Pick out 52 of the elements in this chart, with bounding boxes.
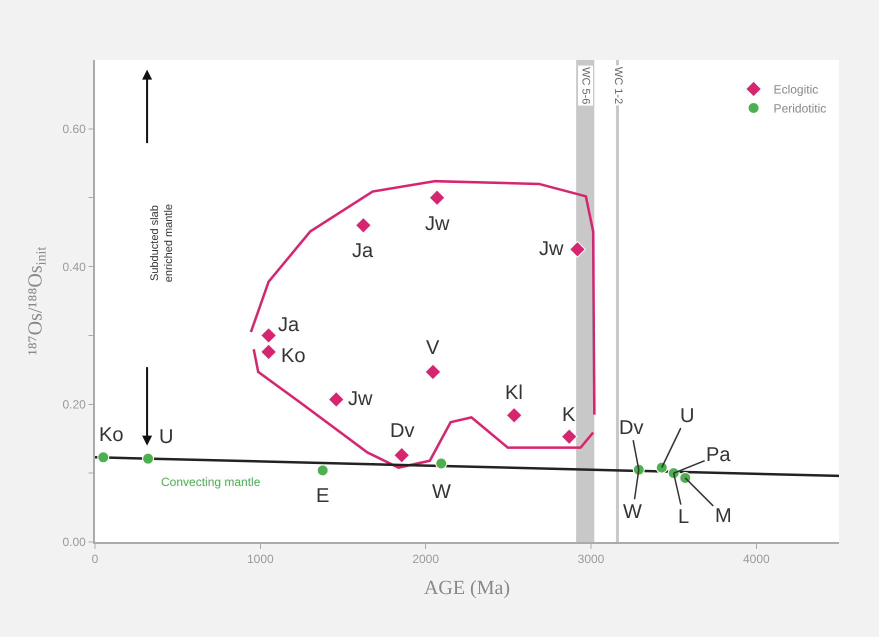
point (316, 464, 329, 476)
point (142, 452, 154, 465)
annotation: Subducted slab enriched mantle (148, 204, 176, 282)
y-tick-label: 0.60 (62, 122, 86, 136)
annotation: U (680, 405, 694, 427)
annotation: Ko (281, 345, 306, 367)
ref-line-label: WC 1-2 (612, 66, 624, 104)
point (506, 407, 522, 424)
annotation: E (316, 485, 330, 507)
point (560, 428, 578, 445)
annotation: Jw (425, 213, 450, 235)
annotation: V (426, 337, 440, 359)
legend-label: Peridotitic (774, 102, 826, 116)
point (679, 472, 692, 484)
annotation: Jw (348, 388, 373, 410)
point (435, 458, 448, 470)
x-tick-label: 1000 (246, 552, 274, 566)
x-tick-label: 2000 (412, 552, 440, 566)
point (355, 216, 372, 234)
legend-label: Eclogitic (774, 82, 818, 97)
y-tick-label: 0.40 (62, 260, 86, 274)
annotation: Dv (390, 420, 414, 442)
point (569, 241, 586, 258)
x-tick-label: 4000 (742, 552, 770, 566)
band-label: WC 5-6 (580, 67, 592, 104)
annotation: Dv (619, 417, 644, 439)
annotation: Jw (539, 238, 564, 260)
annotation: W (432, 481, 451, 503)
x-tick-label: 0 (92, 552, 99, 566)
x-axis-title: AGE (Ma) (424, 577, 510, 600)
x-tick-label: 3000 (578, 552, 605, 566)
annotation: M (715, 505, 732, 527)
annotation: U (159, 426, 174, 448)
point (428, 189, 446, 206)
y-tick-label: 0.00 (62, 535, 86, 550)
point (97, 451, 110, 464)
point (656, 462, 668, 474)
annotation: Ja (352, 240, 374, 262)
annotation: Convecting mantle (161, 475, 261, 489)
annotation: Ko (99, 424, 124, 446)
y-tick-label: 0.20 (62, 397, 86, 412)
annotation: K (562, 404, 576, 426)
annotation: Kl (505, 382, 523, 404)
annotation: Pa (706, 444, 732, 466)
annotation: W (623, 501, 642, 523)
point (260, 344, 277, 360)
annotation: Ja (278, 314, 300, 336)
point (260, 327, 277, 344)
point (424, 364, 442, 380)
point (328, 391, 345, 408)
annotation: L (678, 506, 690, 528)
point (393, 446, 410, 464)
